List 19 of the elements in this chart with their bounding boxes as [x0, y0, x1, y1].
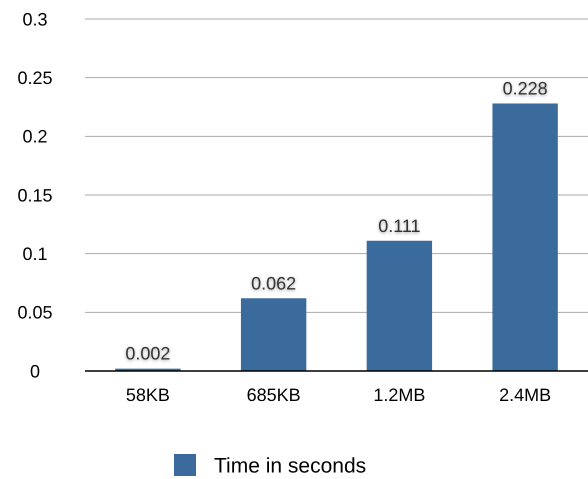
- bar: [240, 298, 306, 371]
- y-tick-label: 0.05: [17, 302, 53, 323]
- data-label: 0.111: [378, 216, 421, 236]
- x-tick-label: 58KB: [126, 385, 170, 405]
- bar: [366, 240, 432, 371]
- x-tick-label: 2.4MB: [499, 385, 552, 405]
- y-tick-label: 0.25: [17, 68, 53, 88]
- y-tick-label: 0.1: [22, 244, 48, 264]
- y-tick-label: 0.2: [22, 126, 48, 147]
- y-tick-label: 0: [30, 361, 40, 382]
- y-tick-label: 0.15: [17, 185, 53, 206]
- bar: [492, 103, 558, 371]
- y-tick-label: 0.3: [22, 9, 48, 30]
- data-label: 0.002: [125, 344, 170, 364]
- data-label: 0.062: [251, 273, 296, 294]
- data-label: 0.228: [502, 78, 548, 98]
- x-tick-label: 1.2MB: [373, 385, 426, 405]
- legend-label: Time in seconds: [214, 454, 366, 478]
- x-tick-label: 685KB: [246, 385, 301, 405]
